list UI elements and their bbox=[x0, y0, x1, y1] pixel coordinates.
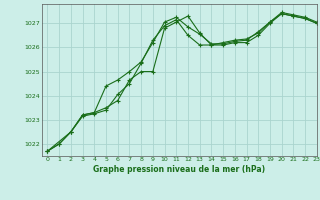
X-axis label: Graphe pression niveau de la mer (hPa): Graphe pression niveau de la mer (hPa) bbox=[93, 165, 265, 174]
